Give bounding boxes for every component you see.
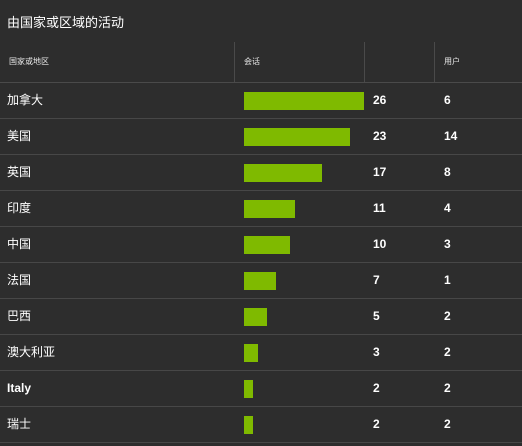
users-count: 6 <box>444 93 451 107</box>
table-row[interactable]: 加拿大 26 6 <box>0 83 522 119</box>
country-name: 印度 <box>7 201 32 215</box>
column-divider <box>434 42 435 82</box>
column-divider <box>364 42 365 82</box>
sessions-bar <box>244 416 253 434</box>
country-name: 法国 <box>7 273 32 287</box>
users-count: 8 <box>444 165 451 179</box>
column-header-sessions[interactable]: 会话 <box>244 57 260 66</box>
users-count: 1 <box>444 273 451 287</box>
country-name: 中国 <box>7 237 32 251</box>
sessions-bar <box>244 128 350 146</box>
column-header-users[interactable]: 用户 <box>444 57 460 66</box>
table-row[interactable]: 英国 17 8 <box>0 155 522 191</box>
table-row[interactable]: 瑞士 2 2 <box>0 407 522 443</box>
users-count: 2 <box>444 381 451 395</box>
country-activity-table: 加拿大 26 6 美国 23 14 英国 17 8 印度 11 4 中国 10 3 法国 7 1 巴西 5 2 澳大利亚 3… <box>0 83 522 443</box>
table-row[interactable]: 巴西 5 2 <box>0 299 522 335</box>
sessions-bar <box>244 380 253 398</box>
sessions-count: 23 <box>373 129 387 143</box>
country-name: Italy <box>7 381 32 395</box>
table-row[interactable]: 澳大利亚 3 2 <box>0 335 522 371</box>
users-count: 2 <box>444 417 451 431</box>
sessions-bar <box>244 200 295 218</box>
table-row[interactable]: 法国 7 1 <box>0 263 522 299</box>
sessions-count: 26 <box>373 93 387 107</box>
users-count: 2 <box>444 309 451 323</box>
sessions-count: 5 <box>373 309 380 323</box>
sessions-count: 2 <box>373 381 380 395</box>
column-header-country[interactable]: 国家或地区 <box>9 57 49 66</box>
country-name: 瑞士 <box>7 417 32 431</box>
table-row[interactable]: 中国 10 3 <box>0 227 522 263</box>
sessions-bar <box>244 308 267 326</box>
sessions-count: 3 <box>373 345 380 359</box>
table-header: 国家或地区 会话 用户 <box>0 42 522 83</box>
table-row[interactable]: 美国 23 14 <box>0 119 522 155</box>
sessions-bar <box>244 236 290 254</box>
users-count: 14 <box>444 129 458 143</box>
column-divider <box>234 42 235 82</box>
users-count: 4 <box>444 201 451 215</box>
country-name: 澳大利亚 <box>7 345 56 359</box>
sessions-bar <box>244 272 276 290</box>
table-row[interactable]: Italy 2 2 <box>0 371 522 407</box>
table-row[interactable]: 印度 11 4 <box>0 191 522 227</box>
sessions-bar <box>244 164 322 182</box>
sessions-count: 10 <box>373 237 387 251</box>
sessions-count: 11 <box>373 201 386 215</box>
sessions-count: 17 <box>373 165 387 179</box>
users-count: 2 <box>444 345 451 359</box>
country-name: 英国 <box>7 165 32 179</box>
sessions-bar <box>244 344 258 362</box>
panel-title: 由国家或区域的活动 <box>7 16 125 31</box>
sessions-count: 7 <box>373 273 380 287</box>
country-name: 美国 <box>7 129 32 143</box>
country-name: 加拿大 <box>7 93 44 107</box>
country-name: 巴西 <box>7 309 32 323</box>
sessions-bar <box>244 92 364 110</box>
sessions-count: 2 <box>373 417 380 431</box>
users-count: 3 <box>444 237 451 251</box>
